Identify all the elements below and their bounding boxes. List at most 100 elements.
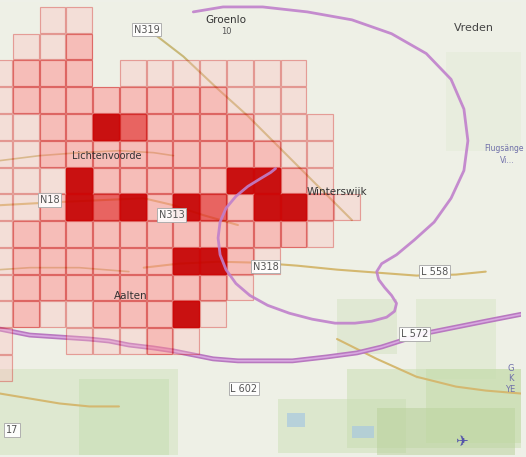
Bar xyxy=(0,194,12,220)
Bar xyxy=(66,34,92,59)
Bar xyxy=(280,60,306,86)
Bar xyxy=(93,194,119,220)
Bar xyxy=(0,221,12,247)
Bar xyxy=(200,168,226,193)
Bar xyxy=(200,141,226,166)
Bar xyxy=(13,248,38,274)
Bar xyxy=(227,194,253,220)
Bar xyxy=(66,275,92,300)
Bar xyxy=(200,114,226,140)
Bar xyxy=(200,194,226,220)
Bar xyxy=(174,301,199,327)
Text: L 572: L 572 xyxy=(401,329,428,339)
Bar xyxy=(93,328,119,354)
Text: Flugsänge: Flugsänge xyxy=(484,144,523,153)
Bar xyxy=(147,248,173,274)
Bar xyxy=(147,87,173,113)
Bar xyxy=(227,275,253,300)
Bar xyxy=(39,141,65,166)
Bar xyxy=(120,168,146,193)
Bar xyxy=(174,328,199,354)
Bar xyxy=(13,301,38,327)
Bar xyxy=(93,114,119,140)
Bar xyxy=(174,87,199,113)
Bar xyxy=(174,194,199,220)
Bar xyxy=(120,194,146,220)
Bar xyxy=(254,114,279,140)
Bar xyxy=(174,248,199,274)
Bar xyxy=(280,87,306,113)
Bar xyxy=(66,114,92,140)
Bar xyxy=(278,399,407,453)
Bar xyxy=(93,275,119,300)
Bar xyxy=(147,328,173,354)
Bar xyxy=(93,248,119,274)
Bar xyxy=(0,369,178,455)
Bar xyxy=(147,301,173,327)
Bar xyxy=(13,141,38,166)
Bar xyxy=(93,168,119,193)
Text: 10: 10 xyxy=(221,27,231,36)
Bar xyxy=(79,379,168,455)
Text: Vreden: Vreden xyxy=(454,23,494,33)
Bar xyxy=(174,221,199,247)
Bar xyxy=(280,168,306,193)
Bar xyxy=(227,114,253,140)
Bar xyxy=(66,141,92,166)
Bar xyxy=(120,87,146,113)
Bar xyxy=(93,221,119,247)
Text: Aalten: Aalten xyxy=(114,292,148,302)
Bar xyxy=(280,141,306,166)
Bar xyxy=(227,248,253,274)
Bar xyxy=(13,275,38,300)
Bar xyxy=(66,194,92,220)
Bar xyxy=(0,275,12,300)
Bar xyxy=(120,328,146,354)
Bar xyxy=(307,141,333,166)
Bar xyxy=(39,221,65,247)
Bar xyxy=(147,60,173,86)
Bar xyxy=(288,414,305,427)
Bar xyxy=(0,114,12,140)
Bar xyxy=(147,141,173,166)
Bar xyxy=(307,168,333,193)
Bar xyxy=(254,248,279,274)
Bar xyxy=(13,87,38,113)
Bar xyxy=(307,114,333,140)
Bar xyxy=(0,141,12,166)
Bar xyxy=(120,301,146,327)
Bar xyxy=(66,168,92,193)
Bar xyxy=(147,168,173,193)
Bar xyxy=(120,141,146,166)
Text: L 602: L 602 xyxy=(230,383,257,393)
Bar xyxy=(66,221,92,247)
Bar xyxy=(254,221,279,247)
Bar xyxy=(13,194,38,220)
Bar xyxy=(377,409,515,455)
Text: Groenlo: Groenlo xyxy=(206,15,247,25)
Bar xyxy=(174,60,199,86)
Text: Vi...: Vi... xyxy=(500,156,515,165)
Text: G
K
YE: G K YE xyxy=(505,364,515,393)
Bar xyxy=(227,87,253,113)
Bar xyxy=(13,114,38,140)
Bar xyxy=(147,275,173,300)
Bar xyxy=(13,60,38,86)
Bar xyxy=(120,60,146,86)
Bar xyxy=(174,114,199,140)
Bar xyxy=(93,141,119,166)
Bar xyxy=(39,60,65,86)
Bar xyxy=(120,248,146,274)
Bar xyxy=(39,7,65,33)
Bar xyxy=(280,114,306,140)
Bar xyxy=(39,168,65,193)
Text: N18: N18 xyxy=(40,195,59,205)
Bar xyxy=(39,248,65,274)
Bar xyxy=(39,114,65,140)
Bar xyxy=(200,87,226,113)
Bar xyxy=(254,141,279,166)
Bar xyxy=(120,275,146,300)
Bar xyxy=(280,221,306,247)
Bar xyxy=(0,168,12,193)
Text: N318: N318 xyxy=(253,262,279,271)
